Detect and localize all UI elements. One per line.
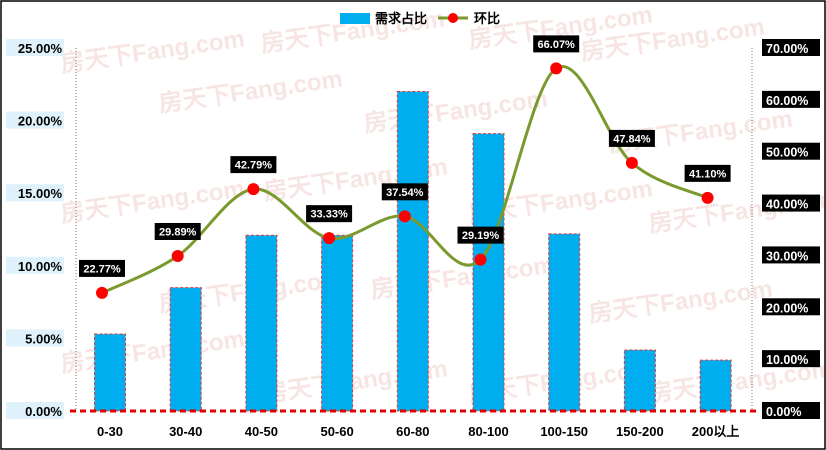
right-axis: 0.00% 10.00% 20.00% 30.00% 40.00% 50.00% 60.00… [751, 39, 820, 419]
x-tick-label-4: 60-80 [396, 424, 429, 439]
left-tick-label-5: 25.00% [18, 41, 63, 56]
bar-7 [623, 349, 656, 412]
data-label-bg-4 [381, 183, 428, 201]
data-label-bg-6 [533, 35, 580, 53]
line-path [101, 64, 709, 295]
right-tick-label-6: 60.00% [766, 94, 808, 108]
x-tick-label-2: 40-50 [245, 424, 278, 439]
left-tick-label-0: 0.00% [25, 404, 62, 419]
legend: 需求占比 环比 [340, 11, 500, 26]
right-tick-bg-2 [762, 298, 820, 316]
x-tick-label-8: 200以上 [692, 424, 740, 439]
data-label-8: 41.10% [689, 168, 727, 180]
x-tick-label-3: 50-60 [320, 424, 353, 439]
left-tick-bg-1 [6, 329, 64, 347]
data-label-bg-5 [457, 226, 504, 244]
right-tick-bg-0 [762, 402, 820, 419]
bar-2 [245, 234, 278, 412]
data-label-bg-8 [684, 164, 731, 182]
right-tick-label-1: 10.00% [766, 353, 808, 367]
right-tick-bg-7 [762, 39, 820, 56]
right-tick-bg-6 [762, 90, 820, 108]
x-tick-label-7: 150-200 [616, 424, 664, 439]
line-point-3 [323, 232, 336, 245]
data-label-bg-0 [79, 259, 125, 277]
data-label-7: 47.84% [613, 133, 651, 145]
left-tick-label-3: 15.00% [18, 186, 63, 201]
data-labels: 22.77% 29.89% 42.79% 33.33% 37.54% 29.19% 66.0… [79, 35, 731, 277]
bar-1 [169, 287, 202, 412]
data-label-0: 22.77% [83, 263, 121, 275]
x-axis-labels: 0-30 30-40 40-50 50-60 60-80 80-100 100-150 150… [97, 424, 739, 439]
data-label-4: 37.54% [386, 187, 424, 199]
data-label-6: 66.07% [538, 39, 576, 51]
data-label-3: 33.33% [310, 209, 348, 221]
left-axis: 0.00% 5.00% 10.00% 15.00% 20.00% 25.00% [6, 39, 77, 419]
right-tick-bg-1 [762, 350, 820, 368]
left-tick-bg-0 [6, 402, 64, 419]
line-series [96, 62, 714, 299]
data-label-2: 42.79% [235, 160, 273, 172]
left-tick-bg-4 [6, 111, 64, 129]
line-point-6 [550, 62, 563, 75]
bar-3 [321, 234, 354, 412]
right-tick-label-7: 70.00% [766, 42, 808, 56]
legend-label-bar: 需求占比 [375, 11, 427, 26]
bar-5 [472, 133, 505, 412]
x-tick-label-0: 0-30 [97, 424, 123, 439]
right-tick-bg-5 [762, 142, 820, 160]
data-label-bg-1 [154, 222, 201, 240]
bar-4 [396, 91, 429, 412]
left-tick-label-4: 20.00% [18, 114, 63, 129]
legend-swatch-bar [340, 13, 370, 24]
right-tick-label-4: 40.00% [766, 198, 808, 212]
left-tick-label-2: 10.00% [18, 259, 63, 274]
left-tick-label-1: 5.00% [25, 331, 62, 346]
line-point-0 [96, 286, 108, 299]
x-tick-label-1: 30-40 [169, 424, 202, 439]
x-tick-label-6: 100-150 [540, 424, 588, 439]
right-tick-label-2: 20.00% [766, 301, 808, 315]
data-label-1: 29.89% [159, 226, 197, 238]
line-point-4 [398, 210, 411, 223]
line-point-2 [247, 183, 260, 196]
legend-label-line: 环比 [474, 11, 500, 26]
bar-6 [548, 233, 581, 412]
legend-swatch-marker [448, 13, 458, 23]
bars [94, 91, 732, 412]
right-tick-bg-4 [762, 194, 820, 212]
bar-0 [94, 333, 126, 412]
data-label-5: 29.19% [462, 230, 500, 242]
line-point-7 [625, 156, 638, 169]
right-tick-label-5: 50.00% [766, 146, 808, 160]
line-point-1 [171, 249, 184, 262]
data-label-bg-7 [608, 129, 655, 147]
line-point-8 [701, 191, 714, 204]
right-tick-label-3: 30.00% [766, 249, 808, 263]
data-label-bg-3 [306, 205, 353, 223]
data-label-bg-2 [230, 156, 277, 174]
left-tick-bg-2 [6, 256, 64, 274]
right-tick-label-0: 0.00% [766, 405, 801, 419]
x-tick-label-5: 80-100 [468, 424, 508, 439]
left-tick-bg-5 [6, 39, 64, 56]
line-point-5 [474, 253, 487, 266]
right-tick-bg-3 [762, 246, 820, 264]
bar-8 [699, 359, 732, 412]
left-tick-bg-3 [6, 184, 64, 202]
